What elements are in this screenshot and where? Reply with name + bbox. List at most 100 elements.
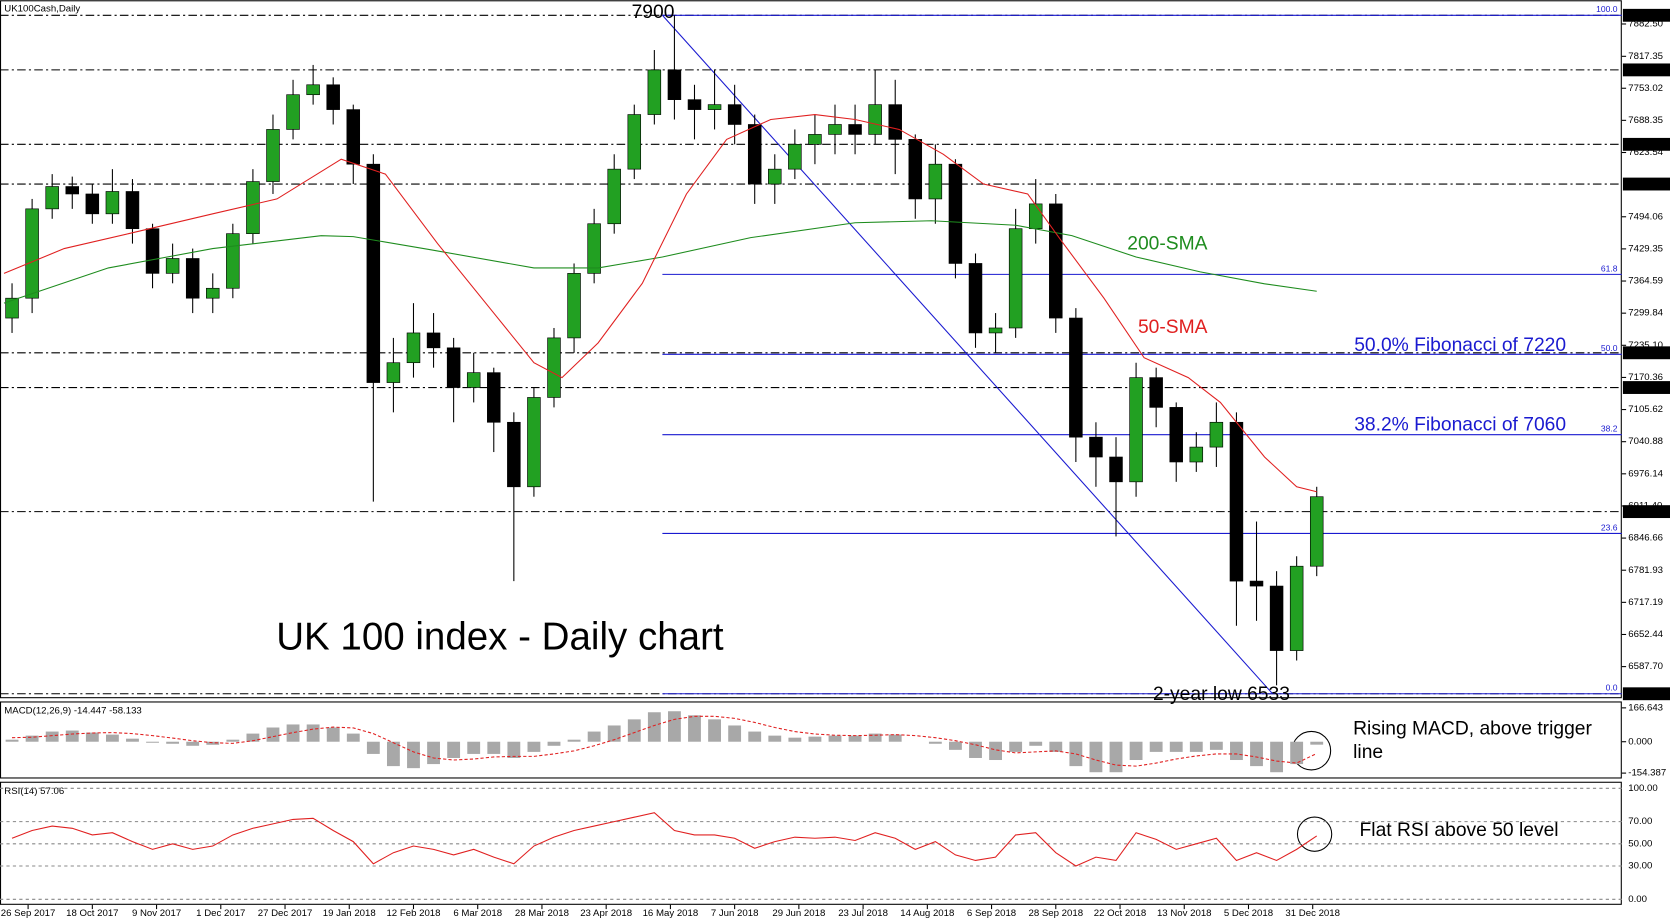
macd-panel bbox=[0, 701, 1622, 779]
annotation: 7900 bbox=[632, 2, 675, 23]
macd-bar bbox=[326, 727, 340, 742]
macd-bar bbox=[527, 741, 541, 752]
candle-body bbox=[45, 186, 59, 210]
macd-bar bbox=[547, 741, 561, 746]
macd-bar bbox=[587, 731, 601, 742]
candle-body bbox=[1249, 580, 1264, 587]
candle-body bbox=[125, 191, 140, 230]
y-tick-label: 7623.54 bbox=[1628, 147, 1663, 158]
candle-body bbox=[266, 129, 280, 182]
candle-body bbox=[286, 94, 300, 130]
candle-body bbox=[647, 69, 662, 115]
candle-body bbox=[948, 163, 963, 264]
sma-line bbox=[3, 114, 1317, 493]
macd-bar bbox=[928, 741, 942, 744]
candle-body bbox=[1149, 377, 1163, 408]
candle-body bbox=[1189, 446, 1204, 463]
price-panel bbox=[0, 0, 1622, 699]
candle-body bbox=[587, 223, 601, 274]
macd-bar bbox=[146, 741, 159, 743]
candle-body bbox=[687, 99, 702, 110]
candle-body bbox=[426, 332, 441, 349]
candle-body bbox=[808, 134, 822, 145]
macd-bar bbox=[126, 738, 139, 742]
candle-body bbox=[1289, 565, 1304, 651]
macd-bar bbox=[25, 735, 39, 742]
candle-body bbox=[1129, 377, 1143, 483]
candle-body bbox=[768, 168, 782, 185]
x-tick-label: 29 Jun 2018 bbox=[772, 908, 825, 919]
candle-body bbox=[627, 114, 642, 170]
x-tick-label: 6 Mar 2018 bbox=[453, 908, 502, 919]
macd-bar bbox=[166, 741, 180, 744]
candle-body bbox=[1169, 407, 1183, 463]
rsi-title: RSI(14) 57.06 bbox=[4, 786, 64, 797]
macd-note: Rising MACD, above trigger line bbox=[1353, 717, 1592, 763]
macd-bar bbox=[1109, 741, 1123, 773]
y-tick-label: 7040.88 bbox=[1628, 436, 1663, 447]
candle-body bbox=[507, 421, 521, 488]
level-label: 7220.00 bbox=[1626, 347, 1661, 358]
macd-bar bbox=[1129, 741, 1143, 761]
level-label: 7900.00 bbox=[1626, 10, 1661, 21]
macd-bar bbox=[627, 719, 641, 742]
candle-body bbox=[346, 109, 361, 165]
sma-label: 200-SMA bbox=[1127, 233, 1207, 254]
level-box bbox=[1622, 137, 1670, 151]
candle-body bbox=[326, 84, 340, 110]
y-tick-label: 6587.70 bbox=[1628, 661, 1663, 672]
rsi-note: Flat RSI above 50 level bbox=[1360, 820, 1559, 841]
candle-body bbox=[145, 228, 160, 274]
macd-bar bbox=[668, 711, 681, 742]
x-tick-label: 26 Sep 2017 bbox=[1, 908, 56, 919]
candle-body bbox=[105, 191, 120, 215]
macd-bar bbox=[708, 719, 721, 742]
level-box bbox=[1622, 177, 1670, 191]
candle-body bbox=[567, 273, 581, 339]
candle-body bbox=[226, 233, 240, 289]
macd-bar bbox=[85, 732, 99, 742]
x-tick-label: 16 May 2018 bbox=[643, 908, 699, 919]
macd-bar bbox=[366, 741, 380, 754]
y-tick-label: 7429.35 bbox=[1628, 243, 1663, 254]
candle-body bbox=[828, 124, 842, 135]
candle-body bbox=[25, 208, 39, 299]
macd-bar bbox=[607, 725, 621, 742]
macd-bar bbox=[1029, 741, 1043, 746]
x-tick-label: 14 Aug 2018 bbox=[900, 908, 954, 919]
candle-body bbox=[527, 397, 541, 488]
macd-bar bbox=[1009, 741, 1023, 752]
macd-bar bbox=[1089, 741, 1103, 773]
macd-bar bbox=[647, 712, 661, 742]
x-tick-label: 18 Oct 2017 bbox=[66, 908, 118, 919]
macd-bar bbox=[1230, 741, 1243, 761]
candle-body bbox=[1269, 585, 1284, 651]
macd-bar bbox=[507, 741, 521, 758]
x-tick-label: 23 Jul 2018 bbox=[838, 908, 888, 919]
candle-body bbox=[1109, 456, 1123, 483]
y-tick-label: 7105.62 bbox=[1628, 404, 1663, 415]
candle-body bbox=[246, 181, 260, 234]
y-tick-label: 6781.93 bbox=[1628, 565, 1663, 576]
macd-bar bbox=[1250, 741, 1263, 767]
candle-body bbox=[406, 332, 421, 364]
candle-body bbox=[848, 124, 862, 135]
macd-bar bbox=[487, 741, 501, 754]
candle-body bbox=[788, 144, 802, 170]
level-box bbox=[1622, 505, 1670, 519]
y-tick-label: 7882.50 bbox=[1628, 19, 1663, 30]
level-box bbox=[1622, 63, 1670, 77]
level-label: 7790.00 bbox=[1626, 64, 1661, 75]
chart-title: UK 100 index - Daily chart bbox=[276, 616, 724, 659]
macd-bar bbox=[45, 731, 59, 742]
x-tick-label: 27 Dec 2017 bbox=[258, 908, 313, 919]
macd-bar bbox=[1290, 741, 1304, 765]
fib-label: 38.2 bbox=[1601, 424, 1618, 434]
y-tick-label: 7299.84 bbox=[1628, 308, 1663, 319]
macd-bar bbox=[467, 741, 481, 754]
level-box bbox=[1622, 381, 1670, 394]
fib-label: 23.6 bbox=[1601, 522, 1618, 532]
macd-bar bbox=[407, 741, 420, 769]
macd-title: MACD(12,26,9) -14.447 -58.133 bbox=[4, 706, 142, 717]
